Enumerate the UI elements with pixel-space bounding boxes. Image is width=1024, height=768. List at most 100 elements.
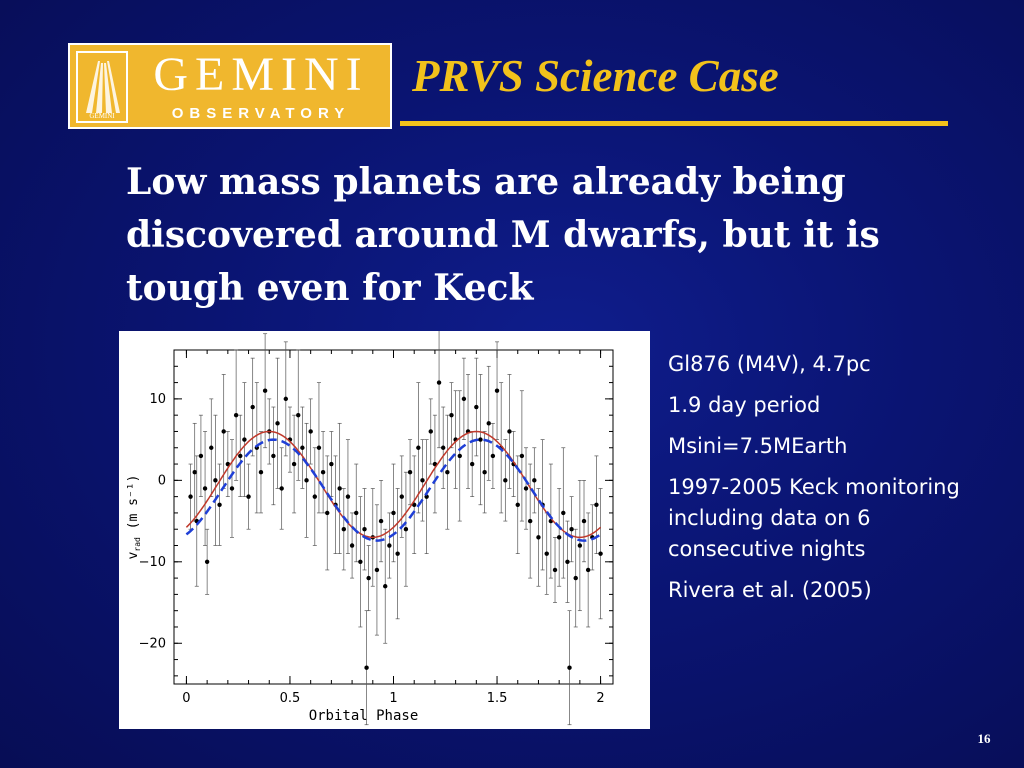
- data-point: [565, 559, 570, 565]
- x-axis-label: Orbital Phase: [309, 708, 419, 724]
- data-point: [258, 469, 264, 475]
- data-point: [204, 559, 210, 565]
- data-point: [569, 527, 574, 532]
- data-point: [474, 404, 479, 410]
- data-point: [461, 396, 467, 402]
- title-underline: [400, 121, 948, 126]
- data-point: [354, 510, 359, 516]
- data-point: [594, 502, 599, 507]
- data-point: [279, 486, 284, 491]
- emblem-label: GEMINI: [89, 112, 115, 120]
- data-point: [320, 469, 326, 475]
- data-point: [188, 494, 193, 499]
- slide-title: PRVS Science Case: [412, 51, 779, 101]
- note-star: Gl876 (M4V), 4.7pc: [668, 352, 871, 376]
- data-point: [364, 665, 369, 670]
- data-point: [490, 453, 496, 459]
- data-point: [217, 502, 222, 507]
- y-tick-label: 10: [149, 392, 166, 407]
- data-point: [329, 461, 334, 467]
- data-point: [440, 445, 446, 450]
- data-point: [221, 429, 226, 434]
- y-tick-label: −20: [139, 636, 166, 651]
- data-point: [296, 412, 301, 418]
- data-point: [561, 510, 566, 516]
- telescope-emblem-icon: GEMINI: [76, 51, 128, 123]
- x-tick-label: 1: [389, 691, 397, 706]
- data-point: [519, 453, 525, 459]
- data-point: [503, 478, 508, 483]
- data-point: [478, 437, 483, 442]
- notes-list: Gl876 (M4V), 4.7pc 1.9 day period Msini=…: [668, 349, 968, 616]
- data-point: [395, 551, 400, 556]
- data-point: [275, 421, 280, 426]
- data-point: [213, 478, 218, 483]
- data-point: [577, 543, 583, 548]
- data-point: [374, 567, 380, 573]
- data-point: [378, 518, 384, 524]
- data-point: [316, 445, 322, 450]
- data-point: [325, 510, 330, 516]
- data-point: [532, 478, 537, 483]
- data-point: [482, 469, 487, 475]
- y-tick-label: 0: [158, 473, 166, 488]
- data-point: [304, 478, 309, 483]
- data-point: [527, 518, 533, 524]
- data-point: [399, 494, 404, 499]
- data-point: [457, 453, 462, 459]
- data-point: [358, 559, 363, 565]
- data-point: [233, 412, 239, 418]
- gemini-logo: GEMINI GEMINI OBSERVATORY: [68, 43, 392, 129]
- data-point: [585, 567, 591, 573]
- x-tick-label: 1.5: [487, 691, 508, 706]
- data-point: [536, 535, 541, 540]
- radial-velocity-plot: 0 0.5 1 1.5 2 10 0 −10 −20 Orbital Phase vrad (m s…: [119, 317, 650, 729]
- data-point: [494, 388, 500, 393]
- rv-chart-svg: 0 0.5 1 1.5 2 10 0 −10 −20 Orbital Phase vrad (m s…: [126, 317, 614, 726]
- data-point: [242, 437, 247, 442]
- data-point: [573, 575, 578, 581]
- data-point: [428, 429, 433, 434]
- data-point: [556, 535, 562, 540]
- x-tick-label: 0: [182, 691, 190, 706]
- data-point: [391, 510, 396, 516]
- data-point: [515, 502, 520, 507]
- data-point: [486, 421, 491, 426]
- y-axis-label: vrad (m s⁻¹): [126, 475, 142, 560]
- fit-curve-dashed: [185, 438, 602, 542]
- data-point: [283, 396, 289, 402]
- data-point: [308, 429, 313, 434]
- data-point: [312, 494, 318, 499]
- data-point: [366, 575, 371, 581]
- data-point: [387, 543, 392, 548]
- data-point: [383, 584, 388, 589]
- data-point: [407, 469, 413, 475]
- data-point: [424, 494, 429, 499]
- note-reference: Rivera et al. (2005): [668, 578, 872, 602]
- data-point: [209, 445, 214, 450]
- data-point: [581, 518, 587, 524]
- data-point: [349, 543, 355, 548]
- y-axis-label-text: vrad (m s⁻¹): [126, 475, 142, 560]
- data-point: [469, 461, 475, 467]
- page-number: 16: [977, 731, 991, 746]
- data-point: [567, 665, 572, 670]
- data-point: [337, 486, 342, 491]
- data-point: [420, 478, 425, 483]
- data-point: [341, 527, 347, 532]
- data-point: [403, 527, 409, 532]
- data-point: [345, 494, 351, 499]
- data-point: [262, 388, 268, 393]
- note-period: 1.9 day period: [668, 393, 821, 417]
- data-point: [507, 429, 512, 434]
- logo-subtitle: OBSERVATORY: [171, 105, 351, 122]
- logo-wordmark: GEMINI: [153, 48, 369, 101]
- data-point: [445, 469, 450, 475]
- data-point: [523, 486, 529, 491]
- data-point: [238, 453, 243, 459]
- data-point: [192, 469, 197, 475]
- data-point: [436, 380, 442, 385]
- data-point: [416, 445, 421, 450]
- data-point: [362, 527, 367, 532]
- data-point: [449, 412, 454, 418]
